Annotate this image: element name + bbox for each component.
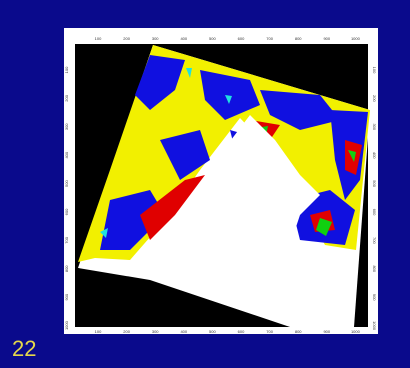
x-tick-label: 900 [323, 36, 330, 41]
x-tick-label: 100 [95, 329, 102, 334]
slide: {"axes": {"x_ticks": ["100", "200", "300… [0, 0, 410, 363]
x-tick-label: 500 [209, 329, 216, 334]
x-tick-label: 400 [180, 36, 187, 41]
slide-number: 22 [12, 336, 36, 361]
y-tick-label: 100 [64, 66, 69, 73]
y-tick-label: 200 [64, 94, 69, 101]
slide-canvas: 22 100 100 200 200 300 300 400 400 500 500 600 600 7… [0, 0, 410, 363]
y-tick-label: 900 [64, 293, 69, 300]
x-tick-label: 200 [123, 329, 130, 334]
y-tick-label: 200 [372, 95, 377, 102]
y-tick-label: 600 [372, 209, 377, 216]
x-tick-label: 700 [266, 36, 273, 41]
y-tick-label: 800 [64, 265, 69, 272]
y-tick-label: 1000 [372, 321, 377, 331]
x-tick-label: 200 [123, 36, 130, 41]
y-tick-label: 500 [64, 179, 69, 186]
y-tick-label: 400 [372, 152, 377, 159]
x-tick-label: 800 [295, 36, 302, 41]
y-tick-label: 300 [372, 123, 377, 130]
x-tick-label: 600 [238, 329, 245, 334]
y-tick-label: 1000 [64, 320, 69, 330]
y-tick-label: 500 [372, 180, 377, 187]
y-tick-label: 600 [64, 208, 69, 215]
x-tick-label: 1000 [351, 36, 361, 41]
y-tick-label: 900 [372, 294, 377, 301]
y-tick-label: 300 [64, 123, 69, 130]
x-tick-label: 700 [266, 329, 273, 334]
x-tick-label: 1000 [351, 329, 361, 334]
x-tick-label: 300 [152, 329, 159, 334]
x-tick-label: 500 [209, 36, 216, 41]
x-tick-label: 900 [323, 329, 330, 334]
y-tick-label: 100 [372, 67, 377, 74]
x-tick-label: 400 [180, 329, 187, 334]
x-tick-label: 100 [95, 36, 102, 41]
y-tick-label: 800 [372, 265, 377, 272]
x-tick-label: 800 [295, 329, 302, 334]
y-tick-label: 700 [64, 236, 69, 243]
y-tick-label: 400 [64, 151, 69, 158]
x-tick-label: 300 [152, 36, 159, 41]
x-tick-label: 600 [238, 36, 245, 41]
y-tick-label: 700 [372, 237, 377, 244]
